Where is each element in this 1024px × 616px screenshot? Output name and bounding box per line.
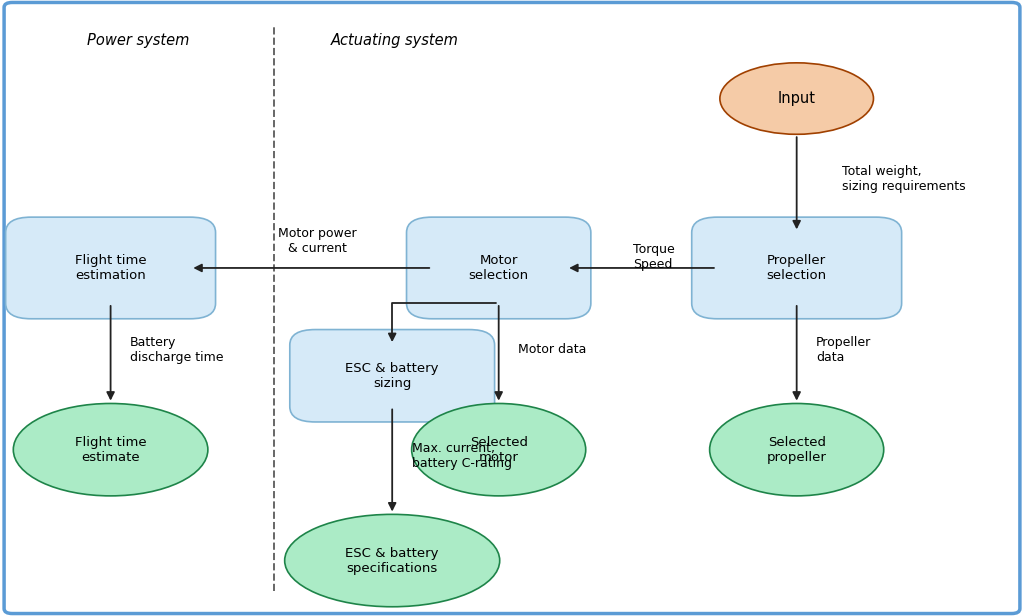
FancyBboxPatch shape (290, 330, 495, 422)
Text: Selected
propeller: Selected propeller (767, 436, 826, 464)
Ellipse shape (13, 403, 208, 496)
Text: Actuating system: Actuating system (331, 33, 458, 47)
FancyBboxPatch shape (692, 217, 902, 319)
FancyBboxPatch shape (407, 217, 591, 319)
Text: ESC & battery
sizing: ESC & battery sizing (345, 362, 439, 390)
Text: Flight time
estimation: Flight time estimation (75, 254, 146, 282)
Text: Propeller
selection: Propeller selection (767, 254, 826, 282)
Text: Power system: Power system (87, 33, 189, 47)
Text: ESC & battery
specifications: ESC & battery specifications (345, 546, 439, 575)
Ellipse shape (720, 63, 873, 134)
Ellipse shape (710, 403, 884, 496)
FancyBboxPatch shape (4, 2, 1020, 614)
Text: Torque
Speed: Torque Speed (633, 243, 675, 272)
Text: Selected
motor: Selected motor (470, 436, 527, 464)
Text: Motor data: Motor data (518, 343, 587, 357)
Text: Motor
selection: Motor selection (469, 254, 528, 282)
Text: Max. current,
battery C-rating: Max. current, battery C-rating (412, 442, 512, 470)
Ellipse shape (285, 514, 500, 607)
Text: Battery
discharge time: Battery discharge time (130, 336, 223, 364)
Text: Propeller
data: Propeller data (816, 336, 871, 364)
Ellipse shape (412, 403, 586, 496)
FancyBboxPatch shape (5, 217, 216, 319)
Text: Flight time
estimate: Flight time estimate (75, 436, 146, 464)
Text: Total weight,
sizing requirements: Total weight, sizing requirements (842, 164, 966, 193)
Text: Input: Input (777, 91, 816, 106)
Text: Motor power
& current: Motor power & current (279, 227, 356, 256)
